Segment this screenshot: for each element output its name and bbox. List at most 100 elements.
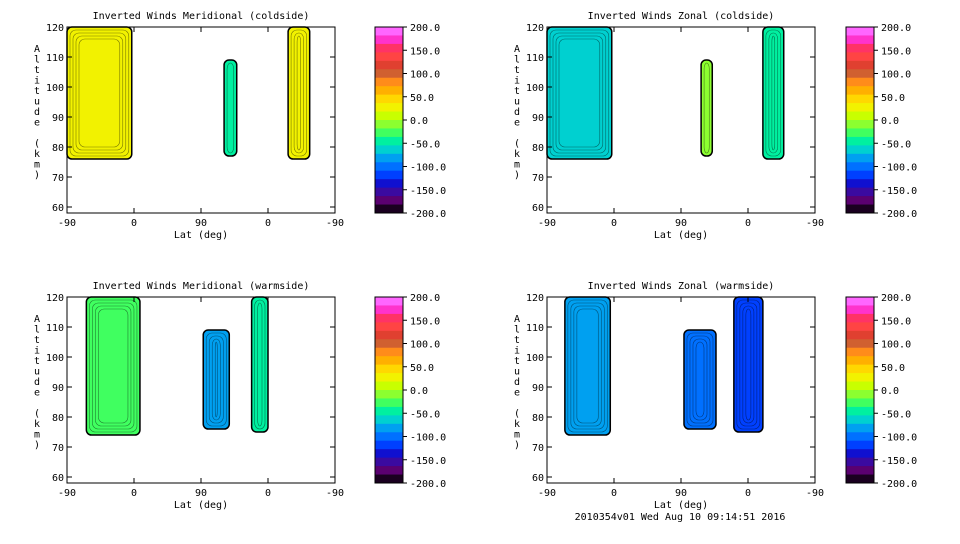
x-tick-label: 0 bbox=[131, 488, 137, 499]
colorbar-swatch bbox=[375, 153, 403, 163]
data-region-fill bbox=[85, 296, 141, 436]
colorbar-tick-label: 50.0 bbox=[881, 363, 905, 374]
colorbar-tick-label: 50.0 bbox=[881, 93, 905, 104]
colorbar-swatch bbox=[846, 330, 874, 340]
data-region-fill bbox=[700, 59, 714, 157]
colorbar-swatch bbox=[375, 474, 403, 484]
colorbar-swatch bbox=[375, 415, 403, 425]
colorbar-swatch bbox=[846, 111, 874, 121]
contour-line bbox=[98, 308, 129, 424]
x-tick-label: 90 bbox=[675, 488, 687, 499]
y-tick-label: 70 bbox=[532, 443, 544, 454]
y-tick-label: 110 bbox=[526, 323, 544, 334]
colorbar-tick-label: -200.0 bbox=[881, 209, 917, 220]
y-tick-label: 120 bbox=[526, 23, 544, 34]
colorbar-swatch bbox=[846, 297, 874, 306]
colorbar-tick-label: 150.0 bbox=[881, 46, 911, 57]
x-axis-label: Lat (deg) bbox=[654, 230, 708, 241]
colorbar-swatch bbox=[846, 364, 874, 374]
contour-line bbox=[771, 35, 776, 151]
x-tick-label: 0 bbox=[745, 218, 751, 229]
colorbar-swatch bbox=[846, 432, 874, 442]
y-tick-label: 90 bbox=[52, 383, 64, 394]
contour-line bbox=[296, 35, 301, 151]
colorbar-swatch bbox=[846, 120, 874, 129]
colorbar-swatch bbox=[846, 204, 874, 214]
x-axis-label: Lat (deg) bbox=[654, 500, 708, 511]
data-region-2 bbox=[223, 59, 238, 157]
y-tick-label: 90 bbox=[52, 113, 64, 124]
colorbar-swatch bbox=[846, 187, 874, 197]
data-region-1 bbox=[66, 26, 133, 160]
colorbar-tick-label: -150.0 bbox=[410, 456, 446, 467]
y-tick-label: 100 bbox=[526, 83, 544, 94]
colorbar-swatch bbox=[375, 423, 403, 433]
colorbar-tick-label: 50.0 bbox=[410, 363, 434, 374]
data-region-1 bbox=[564, 296, 612, 436]
colorbar-swatch bbox=[846, 390, 874, 399]
contour-line bbox=[95, 305, 132, 427]
contour-line bbox=[226, 62, 235, 154]
colorbar-swatch bbox=[846, 423, 874, 433]
contour-line bbox=[567, 299, 608, 433]
contour-line bbox=[686, 332, 714, 427]
y-tick-label: 80 bbox=[52, 413, 64, 424]
colorbar-swatch bbox=[375, 103, 403, 113]
colorbar-swatch bbox=[375, 35, 403, 45]
colorbar-swatch bbox=[375, 86, 403, 96]
colorbar-swatch bbox=[846, 69, 874, 79]
chart-panel-3: Inverted Winds Meridional (warmside) 60 70… bbox=[34, 281, 446, 511]
y-tick-label: 80 bbox=[532, 143, 544, 154]
colorbar-swatch bbox=[846, 381, 874, 391]
contour-line bbox=[552, 32, 607, 154]
colorbar-swatch bbox=[375, 60, 403, 70]
colorbar-swatch bbox=[375, 347, 403, 357]
data-region-fill bbox=[546, 26, 613, 160]
colorbar-swatch bbox=[846, 339, 874, 349]
colorbar-swatch bbox=[846, 94, 874, 104]
colorbar-swatch bbox=[375, 313, 403, 323]
colorbar-swatch bbox=[375, 145, 403, 155]
colorbar-swatch bbox=[846, 356, 874, 366]
contour-line bbox=[742, 305, 755, 424]
colorbar-tick-label: -100.0 bbox=[410, 163, 446, 174]
contour-line bbox=[549, 29, 610, 157]
data-region-2 bbox=[683, 329, 717, 430]
chart-panel-2: Inverted Winds Zonal (coldside) 60 70 80 90 1… bbox=[514, 11, 917, 241]
data-region-3 bbox=[287, 26, 311, 160]
y-tick-label: 100 bbox=[526, 353, 544, 364]
chart-title: Inverted Winds Meridional (coldside) bbox=[93, 11, 310, 22]
y-tick-label: 120 bbox=[46, 293, 64, 304]
x-tick-label: 90 bbox=[195, 218, 207, 229]
colorbar-swatch bbox=[375, 187, 403, 197]
contour-line bbox=[290, 29, 307, 157]
contour-line bbox=[765, 29, 782, 157]
y-tick-label: 70 bbox=[52, 173, 64, 184]
colorbar-swatch bbox=[846, 305, 874, 315]
y-tick-label: 80 bbox=[52, 143, 64, 154]
colorbar-swatch bbox=[846, 347, 874, 357]
colorbar-swatch bbox=[846, 35, 874, 45]
colorbar-swatch bbox=[846, 60, 874, 70]
y-tick-label: 70 bbox=[52, 443, 64, 454]
colorbar-swatch bbox=[846, 77, 874, 87]
contour-line bbox=[89, 299, 138, 433]
colorbar-tick-label: 100.0 bbox=[410, 70, 440, 81]
colorbar-swatch bbox=[375, 179, 403, 189]
data-region-fill bbox=[564, 296, 612, 436]
colorbar-swatch bbox=[375, 449, 403, 459]
colorbar: 200.0 150.0 100.0 50.0 0.0 -50.0 -100.0 -150.0 -… bbox=[374, 23, 446, 220]
colorbar-swatch bbox=[846, 103, 874, 113]
x-tick-label: 0 bbox=[611, 488, 617, 499]
colorbar-tick-label: -150.0 bbox=[410, 186, 446, 197]
colorbar-swatch bbox=[375, 322, 403, 332]
colorbar-swatch bbox=[375, 170, 403, 180]
colorbar-swatch bbox=[375, 162, 403, 172]
contour-line bbox=[257, 302, 263, 427]
colorbar-tick-label: -100.0 bbox=[881, 163, 917, 174]
colorbar-tick-label: 200.0 bbox=[410, 293, 440, 304]
y-tick-label: 80 bbox=[532, 413, 544, 424]
